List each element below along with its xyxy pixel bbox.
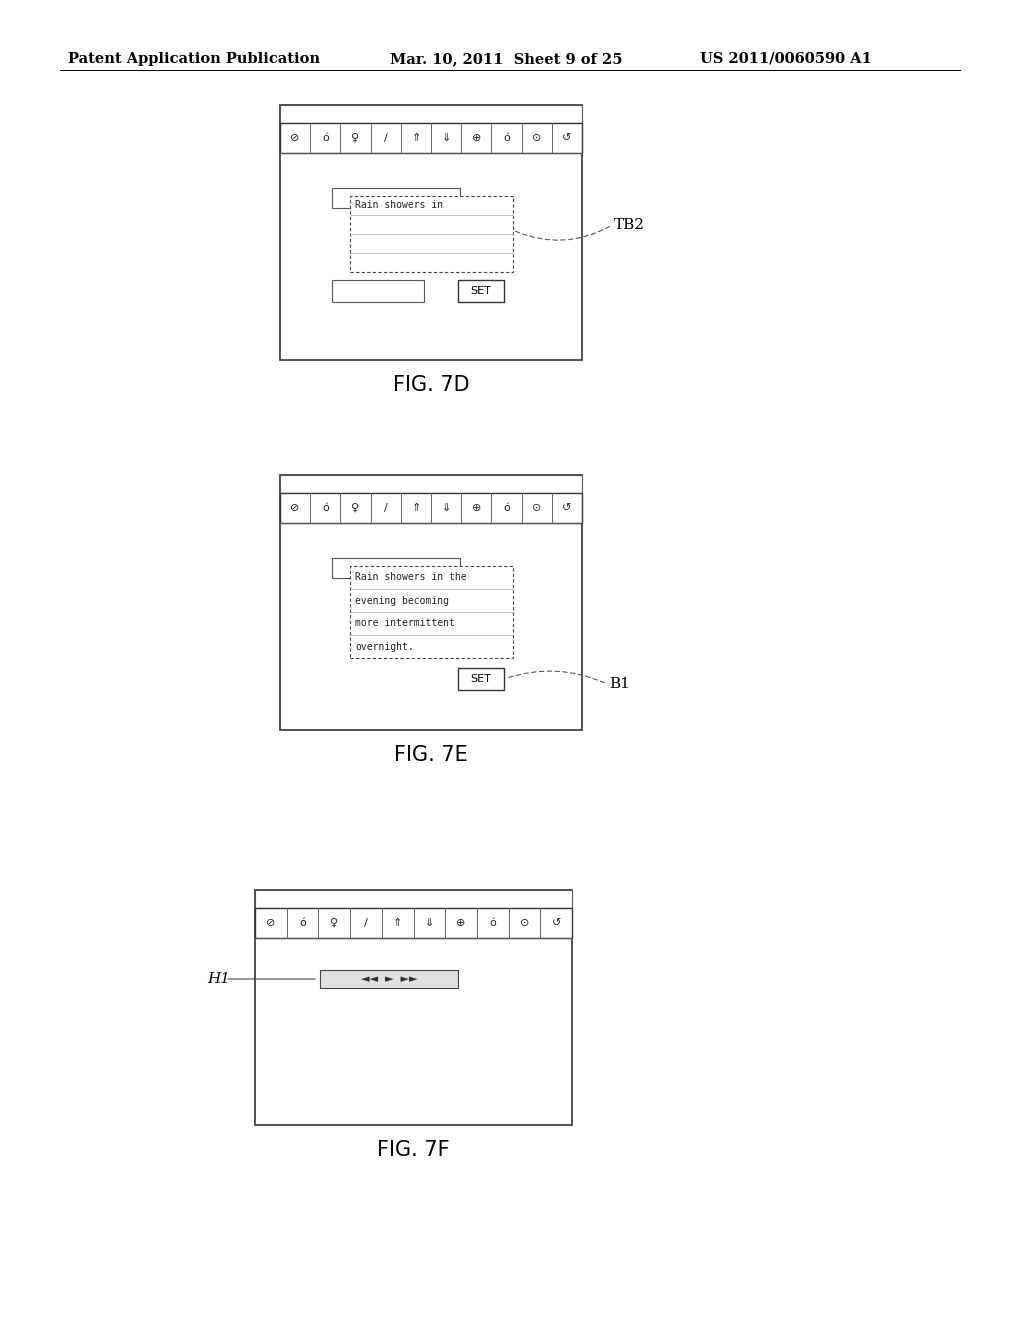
Bar [280, 106, 582, 123]
Bar [332, 187, 460, 209]
Text: ó: ó [503, 133, 510, 143]
Text: ⊕: ⊕ [472, 133, 481, 143]
Bar [255, 908, 572, 939]
Text: ó: ó [322, 133, 329, 143]
Bar [458, 280, 504, 302]
Text: ♀: ♀ [351, 503, 359, 513]
Text: H1: H1 [207, 972, 230, 986]
Text: ⇓: ⇓ [441, 133, 451, 143]
Text: Rain showers in the: Rain showers in the [355, 573, 467, 582]
Bar [280, 475, 582, 492]
Text: ⊘: ⊘ [291, 133, 300, 143]
Bar [280, 106, 582, 360]
Text: /: / [365, 917, 368, 928]
Text: ⊙: ⊙ [532, 503, 542, 513]
Bar [458, 668, 504, 690]
Text: ↺: ↺ [562, 503, 571, 513]
Text: ó: ó [322, 503, 329, 513]
Text: more intermittent: more intermittent [355, 619, 455, 628]
Bar [350, 566, 513, 657]
Text: ◄◄  ►  ►►: ◄◄ ► ►► [360, 974, 417, 983]
Text: /: / [384, 133, 387, 143]
Text: ó: ó [489, 917, 496, 928]
Text: FIG. 7E: FIG. 7E [394, 744, 468, 766]
Bar [280, 123, 582, 153]
Text: ⊘: ⊘ [266, 917, 275, 928]
Text: ó: ó [503, 503, 510, 513]
Text: ♀: ♀ [330, 917, 338, 928]
Text: Mar. 10, 2011  Sheet 9 of 25: Mar. 10, 2011 Sheet 9 of 25 [390, 51, 623, 66]
Bar [332, 280, 424, 302]
Text: B1: B1 [609, 677, 630, 690]
Text: US 2011/0060590 A1: US 2011/0060590 A1 [700, 51, 871, 66]
Bar [255, 890, 572, 1125]
Text: FIG. 7F: FIG. 7F [377, 1140, 450, 1160]
Text: ó: ó [299, 917, 306, 928]
Text: ⇑: ⇑ [412, 133, 421, 143]
Text: Patent Application Publication: Patent Application Publication [68, 51, 319, 66]
Text: ⇓: ⇓ [425, 917, 434, 928]
Text: ⊕: ⊕ [472, 503, 481, 513]
Text: FIG. 7D: FIG. 7D [392, 375, 469, 395]
Text: ↺: ↺ [552, 917, 561, 928]
Text: ♀: ♀ [351, 133, 359, 143]
Bar [280, 492, 582, 523]
Bar [280, 475, 582, 730]
Text: ⇑: ⇑ [393, 917, 402, 928]
Bar [350, 195, 513, 272]
Text: evening becoming: evening becoming [355, 595, 449, 606]
Text: SET: SET [471, 286, 492, 296]
Text: ⊕: ⊕ [457, 917, 466, 928]
Bar [332, 558, 460, 578]
Text: ⇑: ⇑ [412, 503, 421, 513]
Bar [255, 890, 572, 908]
Text: SET: SET [471, 675, 492, 684]
Text: ⊙: ⊙ [520, 917, 529, 928]
Text: ⊙: ⊙ [532, 133, 542, 143]
Text: TB2: TB2 [614, 218, 645, 232]
Text: ⊘: ⊘ [291, 503, 300, 513]
Bar [319, 970, 458, 987]
Text: overnight.: overnight. [355, 642, 414, 652]
Text: ⇓: ⇓ [441, 503, 451, 513]
Text: /: / [384, 503, 387, 513]
Text: Rain showers in: Rain showers in [355, 201, 443, 210]
Text: ↺: ↺ [562, 133, 571, 143]
